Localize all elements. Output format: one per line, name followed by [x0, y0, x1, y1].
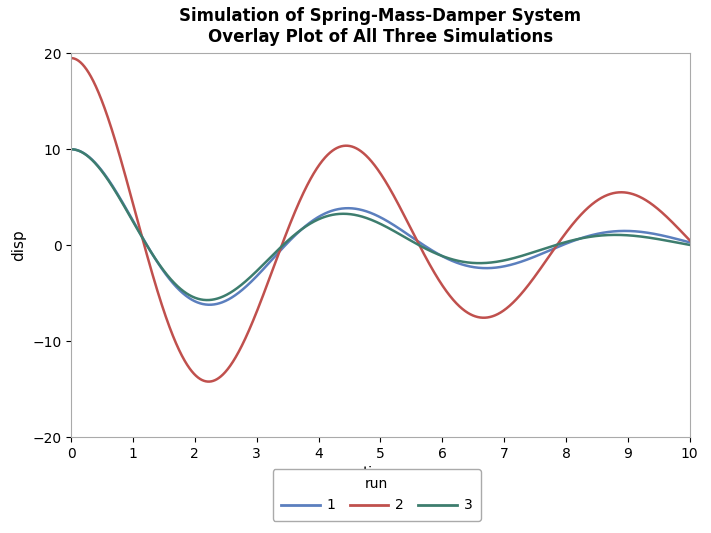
2	[668, 219, 676, 225]
Line: 2: 2	[71, 58, 690, 382]
Title: Simulation of Spring-Mass-Damper System
Overlay Plot of All Three Simulations: Simulation of Spring-Mass-Damper System …	[179, 7, 582, 46]
3	[668, 238, 676, 245]
2	[685, 237, 694, 244]
1	[554, 244, 562, 250]
2	[368, 159, 376, 165]
3	[351, 212, 360, 218]
3	[668, 238, 676, 245]
Legend: 1, 2, 3: 1, 2, 3	[273, 469, 481, 521]
3	[203, 297, 211, 303]
1	[351, 206, 360, 212]
1	[98, 168, 107, 175]
1	[67, 146, 75, 152]
Line: 1: 1	[71, 149, 690, 305]
2	[204, 378, 213, 385]
1	[668, 235, 676, 241]
2	[67, 55, 75, 61]
3	[368, 217, 376, 223]
3	[67, 146, 75, 152]
2	[668, 219, 676, 225]
3	[554, 241, 562, 247]
X-axis label: time: time	[363, 466, 397, 481]
2	[98, 100, 107, 106]
1	[668, 235, 676, 241]
3	[98, 169, 107, 175]
1	[368, 211, 376, 217]
1	[205, 302, 214, 308]
2	[554, 240, 562, 246]
3	[685, 241, 694, 248]
1	[685, 239, 694, 246]
Line: 3: 3	[71, 149, 690, 300]
2	[351, 145, 360, 151]
Y-axis label: disp: disp	[11, 229, 26, 261]
